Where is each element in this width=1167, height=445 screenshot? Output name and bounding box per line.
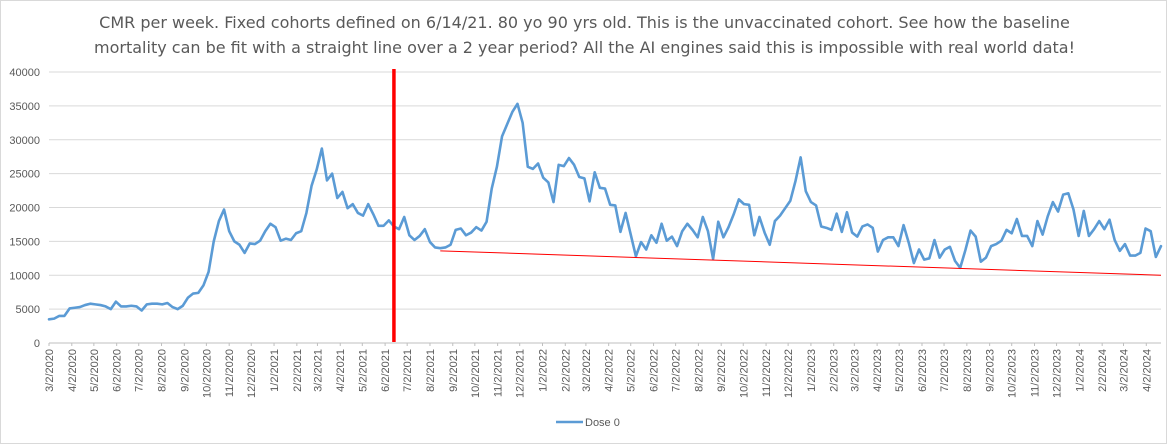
x-tick-label: 8/2/2021: [425, 349, 437, 392]
x-tick-label: 2/2/2021: [292, 349, 304, 392]
x-tick-label: 6/2/2022: [649, 349, 661, 392]
y-tick-label: 40000: [9, 67, 40, 79]
x-tick-label: 1/2/2022: [537, 349, 549, 392]
x-tick-label: 3/2/2021: [312, 349, 324, 392]
x-tick-label: 12/2/2022: [783, 349, 795, 398]
y-tick-label: 15000: [9, 236, 40, 248]
x-tick-label: 8/2/2020: [157, 349, 169, 392]
x-tick-label: 2/2/2024: [1097, 349, 1109, 392]
x-tick-label: 11/2/2021: [493, 349, 505, 397]
x-tick-label: 7/2/2023: [939, 349, 951, 392]
x-tick-label: 6/2/2020: [112, 349, 124, 392]
x-tick-label: 9/2/2020: [179, 349, 191, 392]
x-tick-label: 5/2/2022: [626, 349, 638, 392]
x-tick-label: 5/2/2021: [357, 349, 369, 392]
x-tick-label: 2/2/2022: [560, 349, 572, 392]
legend-label-dose-0: Dose 0: [585, 417, 620, 429]
x-tick-label: 4/2/2020: [67, 349, 79, 392]
x-tick-label: 9/2/2021: [448, 349, 460, 392]
x-tick-label: 11/2/2022: [761, 349, 773, 397]
x-tick-label: 8/2/2022: [693, 349, 705, 392]
x-tick-label: 9/2/2022: [716, 349, 728, 392]
x-tick-label: 11/2/2023: [1030, 349, 1042, 397]
chart-title-line-1: CMR per week. Fixed cohorts defined on 6…: [99, 13, 1070, 32]
x-tick-label: 1/2/2021: [269, 349, 281, 392]
x-tick-label: 3/2/2024: [1118, 349, 1130, 392]
y-tick-label: 10000: [9, 270, 40, 282]
baseline-trend-line: [440, 250, 1162, 276]
y-tick-label: 30000: [9, 135, 40, 147]
x-tick-label: 5/2/2023: [894, 349, 906, 392]
x-tick-label: 10/2/2021: [470, 349, 482, 398]
x-tick-label: 12/2/2020: [246, 349, 258, 398]
x-tick-label: 7/2/2022: [671, 349, 683, 392]
x-tick-label: 1/2/2024: [1074, 349, 1086, 392]
x-tick-label: 7/2/2021: [402, 349, 414, 392]
x-tick-label: 12/2/2023: [1052, 349, 1064, 398]
y-tick-label: 25000: [9, 169, 40, 181]
x-tick-label: 9/2/2023: [985, 349, 997, 392]
x-tick-label: 4/2/2021: [335, 349, 347, 392]
y-tick-label: 0: [34, 338, 40, 350]
x-tick-label: 10/2/2022: [738, 349, 750, 398]
y-tick-label: 35000: [9, 101, 40, 113]
y-tick-label: 5000: [16, 304, 40, 316]
x-tick-label: 12/2/2021: [515, 349, 527, 398]
x-tick-label: 4/2/2023: [872, 349, 884, 392]
x-tick-label: 2/2/2023: [829, 349, 841, 392]
x-tick-label: 3/2/2020: [44, 349, 56, 392]
x-tick-label: 4/2/2024: [1141, 349, 1153, 392]
x-tick-label: 6/2/2021: [380, 349, 392, 392]
chart-title-line-2: mortality can be fit with a straight lin…: [94, 38, 1075, 57]
x-tick-label: 4/2/2022: [604, 349, 616, 392]
x-tick-label: 1/2/2023: [806, 349, 818, 392]
x-tick-label: 11/2/2020: [224, 349, 236, 397]
x-tick-label: 10/2/2020: [201, 349, 213, 398]
x-tick-label: 6/2/2023: [917, 349, 929, 392]
series-line-dose-0: [47, 102, 1163, 321]
x-tick-label: 3/2/2023: [849, 349, 861, 392]
x-tick-label: 10/2/2023: [1007, 349, 1019, 398]
y-tick-label: 20000: [9, 203, 40, 215]
x-tick-label: 7/2/2020: [134, 349, 146, 392]
x-tick-label: 5/2/2020: [89, 349, 101, 392]
x-tick-label: 8/2/2023: [962, 349, 974, 392]
x-tick-label: 3/2/2022: [581, 349, 593, 392]
